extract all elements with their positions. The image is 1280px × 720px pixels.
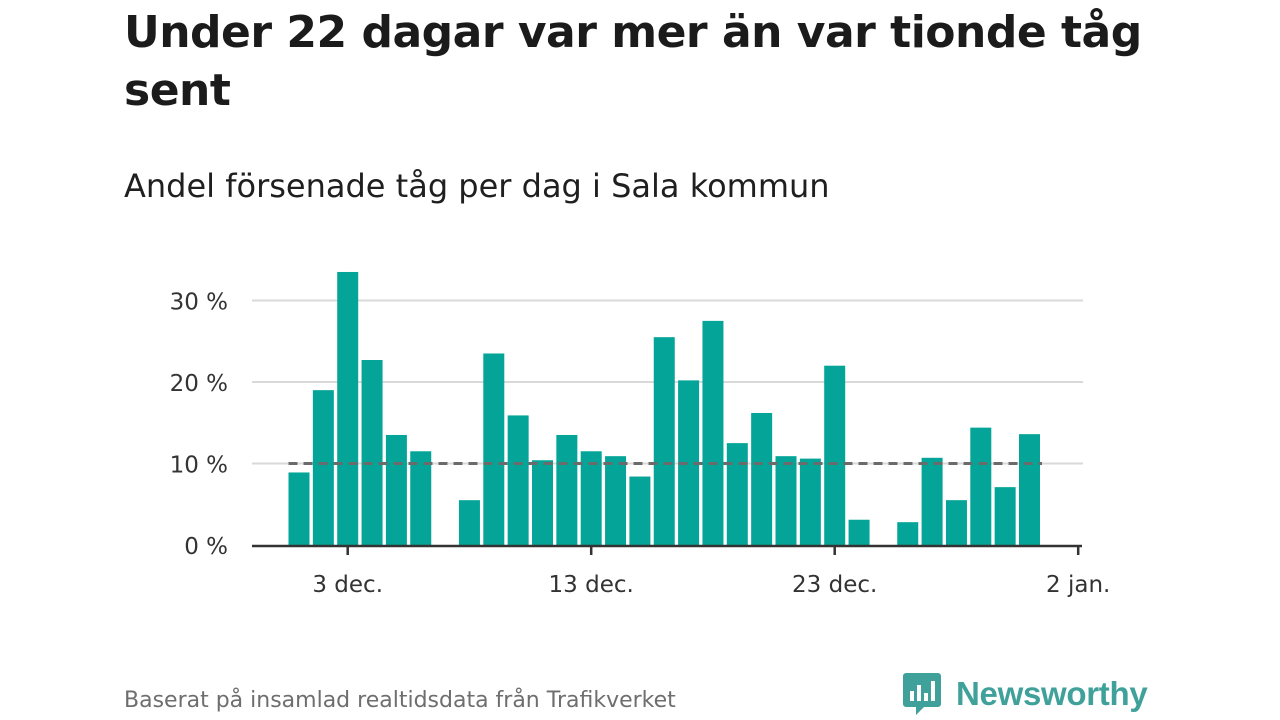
bar-2-dec — [312, 390, 334, 545]
bar-24-dec — [848, 519, 870, 545]
x-tick-label: 2 jan. — [1046, 572, 1110, 598]
bar-15-dec — [629, 476, 651, 545]
bar-29-dec — [970, 427, 992, 545]
bar-14-dec — [605, 456, 627, 545]
bar-26-dec — [897, 522, 919, 545]
chart-subtitle: Andel försenade tåg per dag i Sala kommu… — [124, 167, 830, 205]
x-tick-label: 3 dec. — [312, 572, 383, 598]
bar-21-dec — [775, 456, 797, 545]
bar-1-dec — [288, 472, 310, 545]
bar-12-dec — [556, 434, 578, 545]
bars — [288, 271, 1040, 545]
bar-13-dec — [580, 451, 602, 545]
bar-31-dec — [1019, 434, 1040, 545]
newsworthy-brand: Newsworthy — [902, 670, 1148, 718]
brand-name: Newsworthy — [956, 675, 1148, 712]
y-tick-label: 0 % — [184, 534, 228, 560]
source-note: Baserat på insamlad realtidsdata från Tr… — [124, 688, 676, 713]
x-tick-label: 23 dec. — [792, 572, 877, 598]
chart-title: Under 22 dagar var mer än var tionde tåg… — [124, 7, 1142, 116]
bar-20-dec — [751, 412, 773, 545]
bar-27-dec — [921, 457, 943, 545]
x-tick-label: 13 dec. — [549, 572, 634, 598]
bar-10-dec — [507, 415, 529, 545]
newsworthy-logo-icon — [903, 673, 941, 715]
y-tick-label: 30 % — [170, 290, 228, 316]
bar-19-dec — [726, 443, 748, 545]
bar-30-dec — [994, 487, 1016, 545]
bar-28-dec — [945, 500, 967, 545]
bar-5-dec — [385, 434, 407, 545]
bar-22-dec — [799, 458, 821, 545]
y-tick-label: 10 % — [170, 453, 228, 479]
bar-16-dec — [653, 337, 675, 545]
y-tick-label: 20 % — [170, 371, 228, 397]
y-axis-tick-labels: 0 % 10 % 20 % 30 % — [170, 290, 228, 561]
x-axis-tick-labels: 3 dec. 13 dec. 23 dec. 2 jan. — [312, 572, 1110, 598]
bar-23-dec — [824, 365, 846, 545]
bar-11-dec — [532, 460, 553, 545]
bar-3-dec — [337, 271, 359, 545]
bar-9-dec — [483, 353, 505, 545]
x-axis — [252, 544, 1082, 555]
bar-4-dec — [361, 359, 383, 545]
bar-17-dec — [678, 380, 700, 545]
bar-6-dec — [410, 451, 432, 545]
bar-18-dec — [702, 320, 724, 545]
bar-8-dec — [458, 500, 480, 545]
